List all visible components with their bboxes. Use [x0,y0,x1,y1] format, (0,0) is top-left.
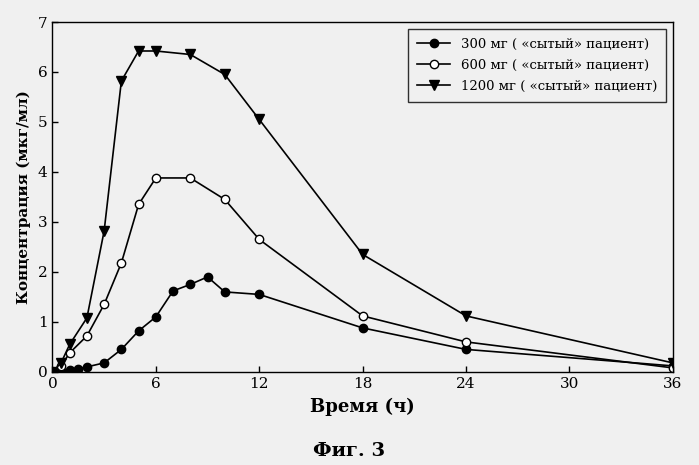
1200 мг ( «сытый» пациент) [117,78,126,84]
600 мг ( «сытый» пациент) [134,202,143,207]
1200 мг ( «сытый» пациент) [57,360,65,365]
1200 мг ( «сытый» пациент) [152,48,160,54]
1200 мг ( «сытый» пациент) [82,315,91,321]
300 мг ( «сытый» пациент) [74,366,82,372]
600 мг ( «сытый» пациент) [82,333,91,339]
600 мг ( «сытый» пациент) [359,313,367,319]
300 мг ( «сытый» пациент) [48,369,57,375]
300 мг ( «сытый» пациент) [117,346,126,352]
1200 мг ( «сытый» пациент) [359,252,367,257]
600 мг ( «сытый» пациент) [57,363,65,369]
600 мг ( «сытый» пациент) [669,365,677,371]
1200 мг ( «сытый» пациент) [66,342,74,347]
300 мг ( «сытый» пациент) [82,364,91,370]
300 мг ( «сытый» пациент) [359,325,367,331]
300 мг ( «сытый» пациент) [221,289,229,295]
1200 мг ( «сытый» пациент) [186,52,194,57]
Line: 300 мг ( «сытый» пациент): 300 мг ( «сытый» пациент) [48,273,677,376]
300 мг ( «сытый» пациент) [669,363,677,369]
1200 мг ( «сытый» пациент) [134,48,143,54]
600 мг ( «сытый» пациент) [186,175,194,181]
600 мг ( «сытый» пациент) [100,302,108,307]
300 мг ( «сытый» пациент) [57,368,65,374]
600 мг ( «сытый» пациент) [48,369,57,375]
600 мг ( «сытый» пациент) [152,175,160,181]
600 мг ( «сытый» пациент) [66,350,74,356]
600 мг ( «сытый» пациент) [255,237,264,242]
300 мг ( «сытый» пациент) [169,288,178,294]
X-axis label: Время (ч): Время (ч) [310,398,415,416]
300 мг ( «сытый» пациент) [255,292,264,297]
600 мг ( «сытый» пациент) [462,339,470,345]
Line: 1200 мг ( «сытый» пациент): 1200 мг ( «сытый» пациент) [48,46,677,377]
300 мг ( «сытый» пациент) [152,314,160,320]
300 мг ( «сытый» пациент) [203,274,212,280]
Text: Фиг. 3: Фиг. 3 [313,442,386,460]
Line: 600 мг ( «сытый» пациент): 600 мг ( «сытый» пациент) [48,174,677,376]
300 мг ( «сытый» пациент) [186,282,194,287]
Legend: 300 мг ( «сытый» пациент), 600 мг ( «сытый» пациент), 1200 мг ( «сытый» пациент): 300 мг ( «сытый» пациент), 600 мг ( «сыт… [408,28,666,102]
600 мг ( «сытый» пациент) [221,197,229,202]
600 мг ( «сытый» пациент) [117,260,126,266]
1200 мг ( «сытый» пациент) [48,369,57,375]
1200 мг ( «сытый» пациент) [462,313,470,319]
300 мг ( «сытый» пациент) [462,346,470,352]
1200 мг ( «сытый» пациент) [100,228,108,234]
Y-axis label: Концентрация (мкг/мл): Концентрация (мкг/мл) [17,90,31,304]
300 мг ( «сытый» пациент) [66,367,74,372]
1200 мг ( «сытый» пациент) [669,360,677,365]
1200 мг ( «сытый» пациент) [255,117,264,122]
300 мг ( «сытый» пациент) [100,360,108,365]
300 мг ( «сытый» пациент) [134,328,143,334]
1200 мг ( «сытый» пациент) [221,72,229,77]
